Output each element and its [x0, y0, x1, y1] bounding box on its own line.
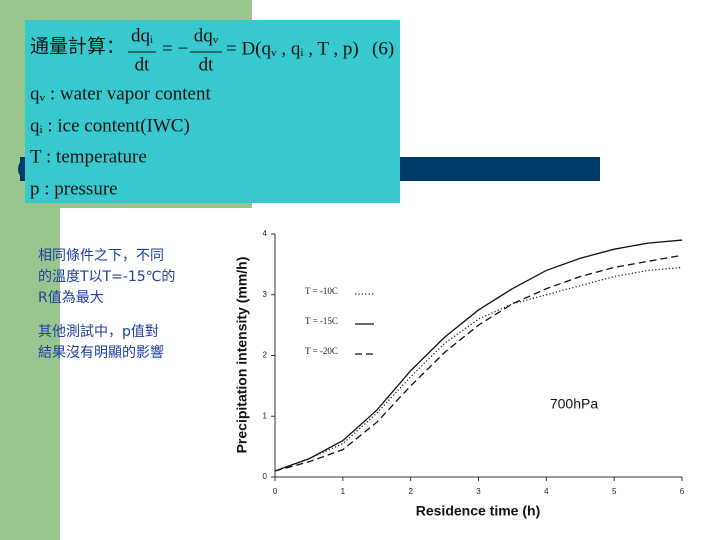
legend-label: T = -15C	[305, 316, 338, 326]
definition: qᵢ : ice content(IWC)	[30, 115, 190, 136]
x-tick-label: 1	[341, 487, 346, 496]
eq-num: dqᵥ	[194, 25, 219, 46]
x-tick-label: 3	[476, 487, 481, 496]
y-tick-label: 4	[263, 229, 268, 238]
definition: qᵥ : water vapor content	[30, 83, 211, 104]
x-tick-label: 2	[408, 487, 413, 496]
x-tick-label: 4	[544, 487, 549, 496]
eq-num: dqᵢ	[131, 25, 153, 46]
legend-label: T = -20C	[305, 346, 338, 356]
y-tick-label: 2	[263, 351, 268, 360]
eq-label: 通量計算：	[30, 35, 125, 57]
y-tick-label: 0	[263, 472, 268, 481]
x-axis-label: Residence time (h)	[416, 503, 540, 519]
y-tick-label: 3	[263, 290, 268, 299]
equation-box	[25, 20, 400, 203]
eq-den: dt	[135, 54, 151, 75]
note: 的溫度T以T=-15℃的	[38, 269, 175, 285]
eq-number: (6)	[372, 38, 394, 59]
eq-op: = −	[162, 38, 188, 59]
y-tick-label: 1	[263, 411, 268, 420]
note: R值為最大	[38, 290, 104, 306]
x-tick-label: 0	[273, 487, 278, 496]
definition: p : pressure	[30, 178, 118, 199]
eq-den: dt	[199, 54, 215, 75]
legend-label: T = -10C	[305, 286, 338, 296]
eq-rhs: = D(qᵥ , qᵢ , T , p)	[226, 38, 359, 59]
note: 其他測試中，p值對	[38, 324, 159, 340]
x-tick-label: 6	[680, 487, 685, 496]
x-tick-label: 5	[612, 487, 617, 496]
series-line	[274, 239, 683, 472]
y-axis-label: Precipitation intensity (mm/h)	[234, 257, 250, 454]
note: 結果沒有明顯的影響	[38, 344, 164, 361]
annotation: 700hPa	[550, 396, 598, 412]
note: 相同條件之下，不同	[38, 248, 164, 264]
series-line	[274, 266, 683, 472]
definition: T : temperature	[30, 146, 147, 167]
series-line	[274, 254, 683, 472]
